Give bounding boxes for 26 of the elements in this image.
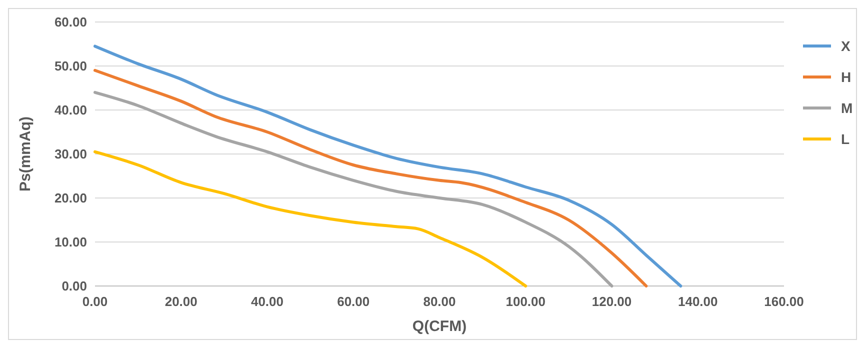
x-axis-title: Q(CFM) — [412, 318, 467, 335]
x-tick-label: 20.00 — [164, 294, 198, 309]
x-tick-label: 140.00 — [678, 294, 718, 309]
y-axis-title: Ps(mmAq) — [17, 116, 34, 192]
line-series — [94, 150, 528, 288]
line-series — [94, 44, 682, 288]
x-tick-label: 60.00 — [337, 294, 370, 309]
y-tick-label: 50.00 — [54, 58, 87, 74]
x-tick-label: 120.00 — [592, 294, 632, 309]
y-tick-label: 30.00 — [54, 146, 87, 162]
y-tick-label: 10.00 — [54, 234, 87, 250]
legend-label: M — [841, 100, 853, 116]
x-tick-label: 40.00 — [250, 294, 284, 309]
x-tick-label: 0.00 — [82, 294, 108, 309]
y-tick-label: 40.00 — [54, 102, 87, 118]
legend-label: L — [841, 131, 850, 147]
x-tick-label: 100.00 — [506, 294, 546, 309]
x-tick-label: 80.00 — [423, 294, 456, 309]
line-series — [94, 68, 648, 288]
x-tick-label: 160.00 — [764, 294, 804, 309]
y-tick-label: 20.00 — [54, 190, 87, 206]
y-tick-label: 0.00 — [62, 278, 87, 294]
line-series — [94, 90, 614, 288]
y-tick-label: 60.00 — [54, 14, 87, 30]
legend-label: X — [841, 38, 851, 54]
legend-label: H — [841, 69, 852, 85]
